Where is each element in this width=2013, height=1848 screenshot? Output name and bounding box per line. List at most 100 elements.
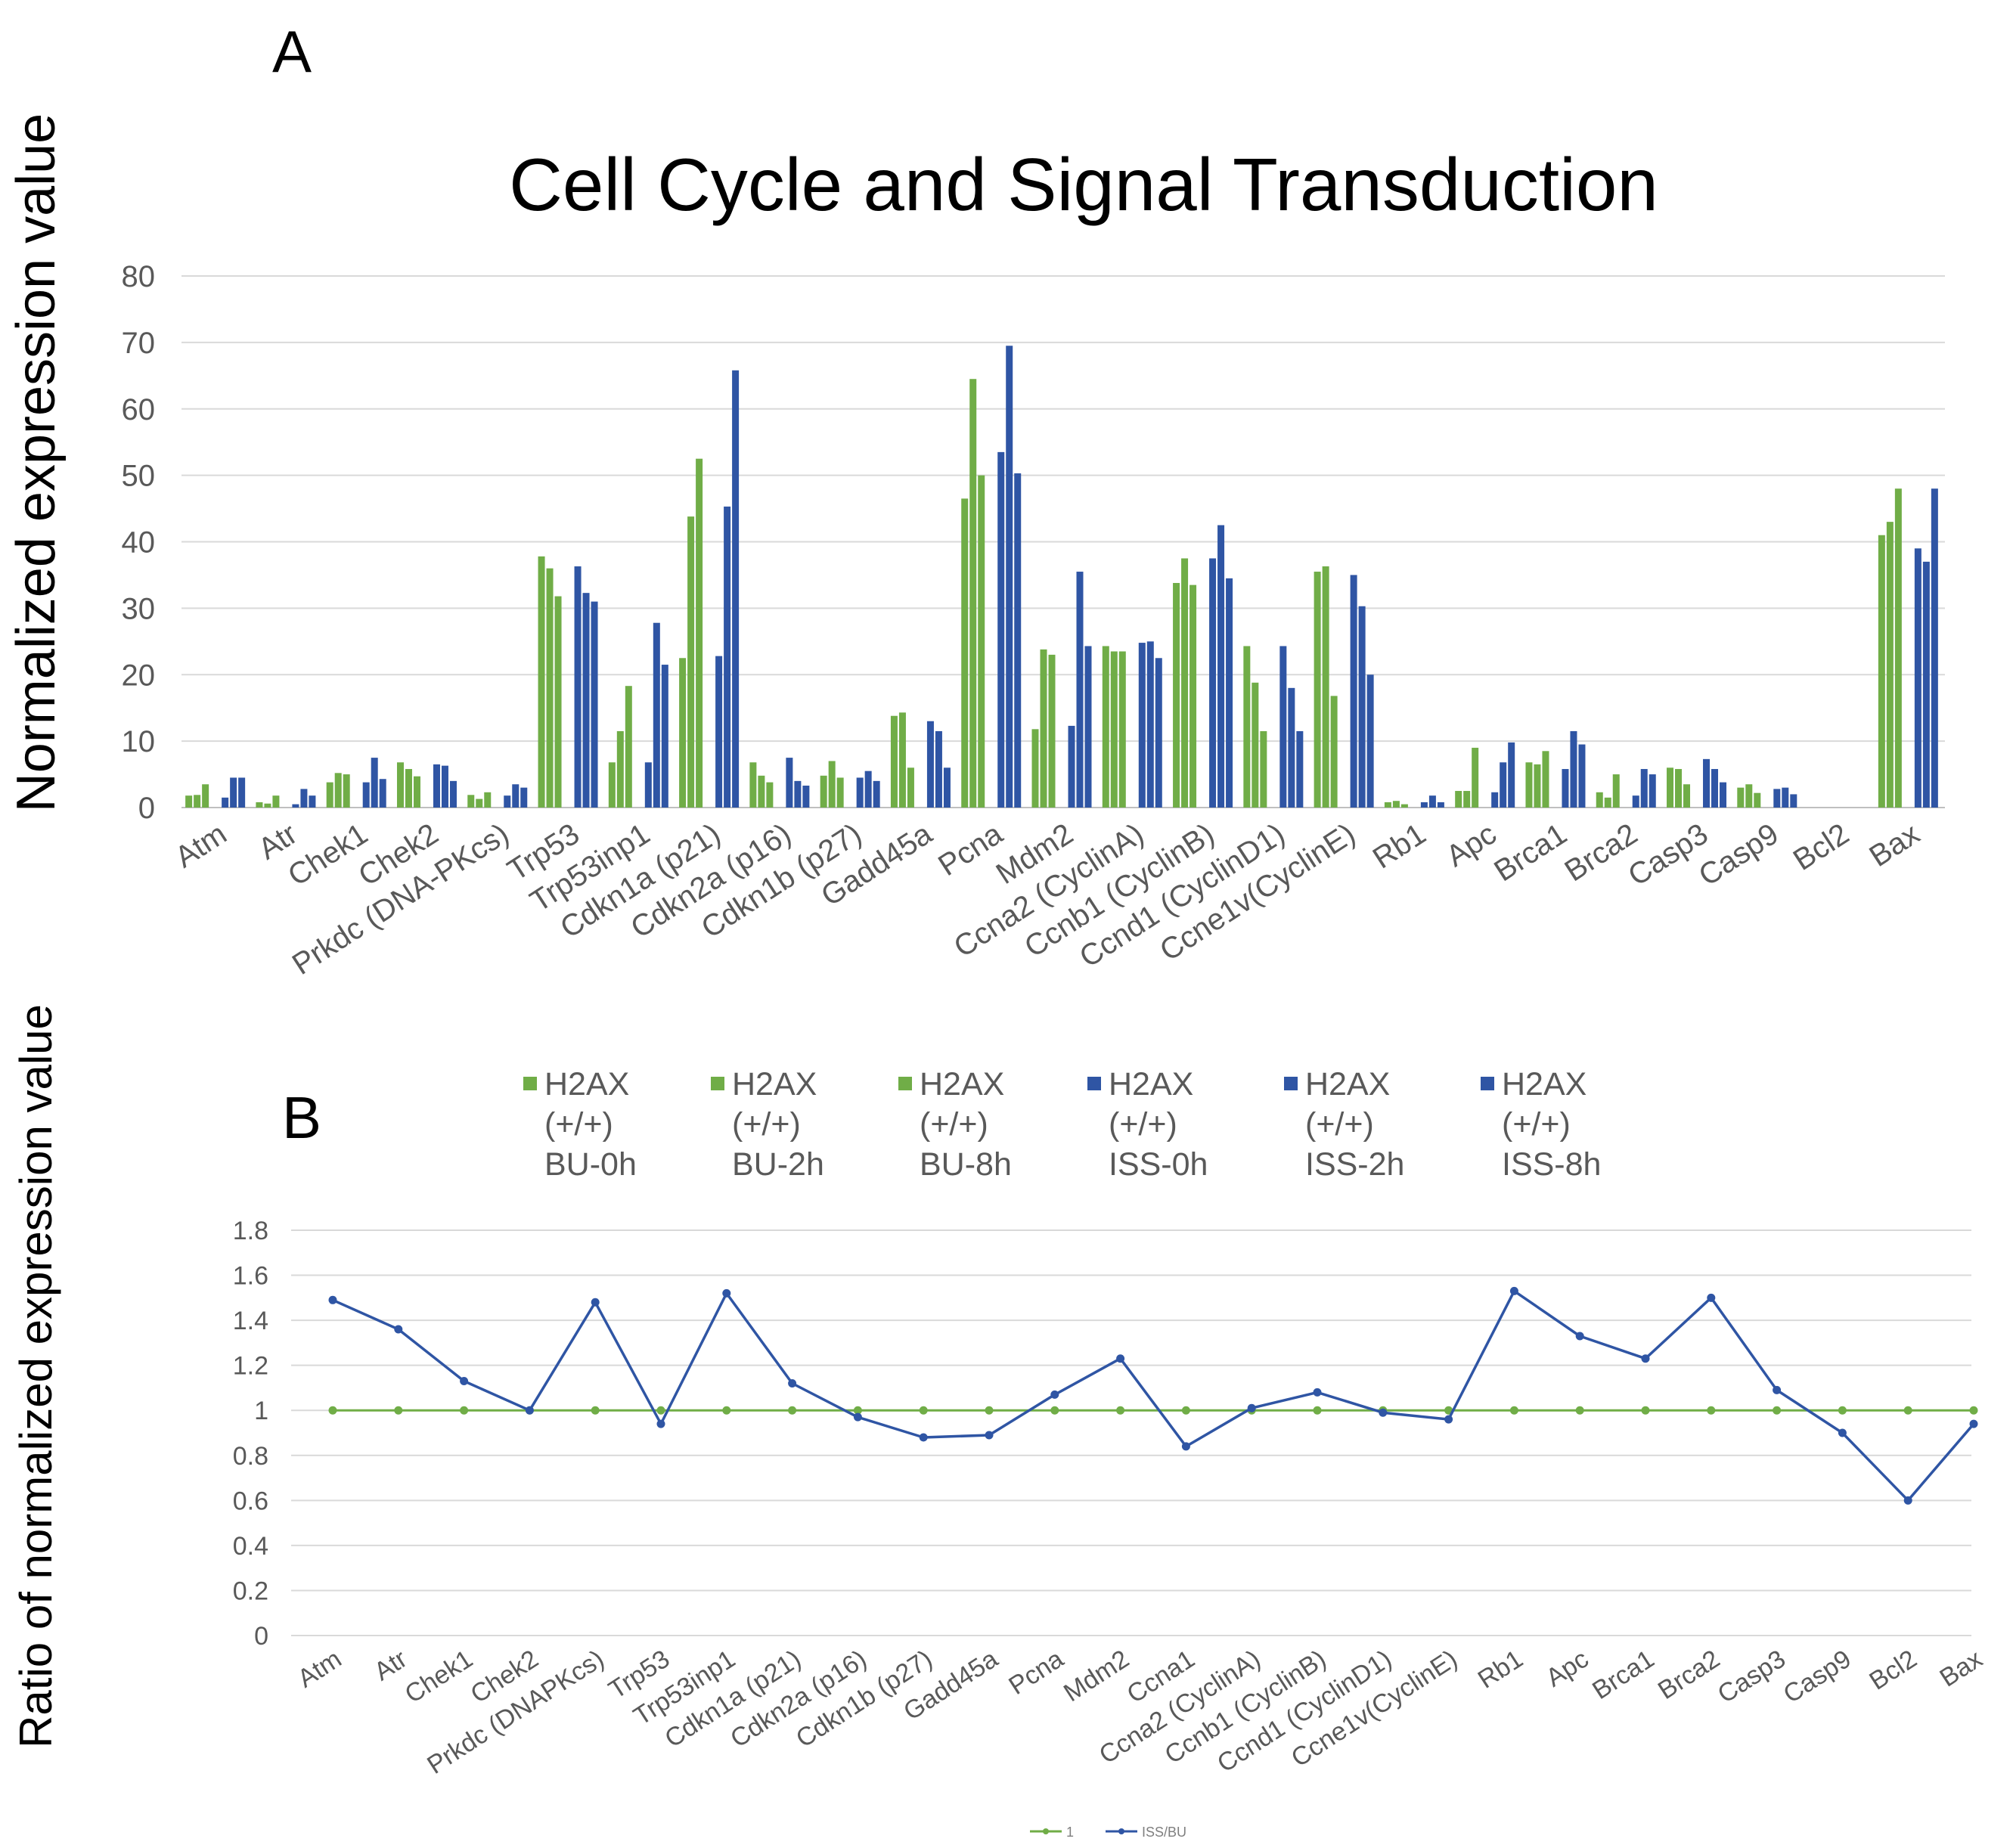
bar-gadd45a-s4 <box>926 721 934 808</box>
bar-trp53inp1-s6 <box>661 665 668 808</box>
legend-b-label-2: ISS/BU <box>1142 1825 1186 1840</box>
bar-brca1-s2 <box>1534 764 1541 808</box>
chart-a-x-tick-label: Chek1 <box>282 817 374 893</box>
series-line-iss-bu <box>332 1289 1975 1502</box>
bar-mdm2-s4 <box>1068 725 1075 808</box>
bar-atr-s2 <box>264 803 271 808</box>
bar-casp3-s1 <box>1667 767 1674 808</box>
bar-brca1-s1 <box>1525 762 1533 808</box>
bar-ccnb1-cyclinb-s3 <box>1190 584 1197 808</box>
bar-rb1-s2 <box>1392 801 1400 808</box>
point-1-casp9 <box>1838 1406 1847 1415</box>
bar-gadd45a-s3 <box>907 767 914 808</box>
bar-rb1-s5 <box>1428 795 1436 808</box>
bar-gadd45a-s6 <box>943 767 951 808</box>
point-iss-bu-atm <box>328 1295 337 1304</box>
bar-chek2-s5 <box>441 765 448 808</box>
legend-a-label-6-line-1: H2AX <box>1502 1066 1587 1102</box>
chart-b-lines <box>328 1286 1978 1505</box>
bar-apc-s6 <box>1508 742 1515 808</box>
bar-ccnb1-cyclinb-s2 <box>1181 558 1189 808</box>
bar-bax-s4 <box>1914 548 1922 808</box>
bar-chek1-s1 <box>326 782 333 808</box>
point-1-bax <box>1969 1406 1978 1415</box>
point-1-cdkn1a-p21 <box>788 1406 797 1415</box>
legend-a-label-5-line-1: H2AX <box>1305 1066 1390 1102</box>
chart-a-title: Cell Cycle and Signal Transduction <box>509 143 1658 226</box>
chart-b-x-tick-label: Casp3 <box>1713 1645 1791 1709</box>
bar-cdkn1b-p27-s2 <box>828 761 836 808</box>
bar-brca2-s2 <box>1604 797 1611 808</box>
chart-a-x-tick-label: Rb1 <box>1367 817 1432 876</box>
chart-b-y-tick-label: 1.4 <box>233 1307 268 1335</box>
bar-pcna-s5 <box>1006 346 1013 808</box>
point-iss-bu-gadd45a <box>985 1431 994 1440</box>
bar-brca2-s4 <box>1632 795 1639 808</box>
point-iss-bu-bax <box>1969 1419 1978 1428</box>
chart-a-y-tick-label: 20 <box>122 659 156 692</box>
bar-casp9-s2 <box>1745 784 1753 808</box>
point-1-prkdc-dnapkcs <box>591 1406 600 1415</box>
legend-b-label-1: 1 <box>1066 1825 1074 1840</box>
bar-chek2-s1 <box>396 762 404 808</box>
chart-a-y-tick-label: 50 <box>122 460 156 493</box>
bar-cdkn1a-p21-s4 <box>715 656 723 808</box>
bar-chek1-s3 <box>343 774 350 808</box>
bar-atm-s1 <box>185 795 193 808</box>
bar-casp9-s5 <box>1782 787 1789 808</box>
bar-ccne1v-cycline-s5 <box>1358 606 1366 808</box>
chart-a-y-tick-label: 30 <box>122 592 156 625</box>
bar-trp53-s5 <box>582 593 590 808</box>
chart-b-x-tick-label: Apc <box>1541 1645 1594 1693</box>
bar-ccna2-cyclina-s3 <box>1118 651 1126 808</box>
bar-bax-s2 <box>1886 522 1894 808</box>
bar-casp9-s6 <box>1790 794 1797 808</box>
point-iss-bu-brca2 <box>1707 1293 1716 1302</box>
bar-chek1-s5 <box>371 758 378 808</box>
chart-a-ylabel: Normalized expression value <box>6 113 67 812</box>
bar-brca2-s3 <box>1612 774 1620 808</box>
bar-pcna-s6 <box>1014 473 1022 808</box>
panel-b-label: B <box>282 1084 321 1151</box>
chart-a-bars <box>185 346 1938 808</box>
point-1-ccna1 <box>1181 1406 1190 1415</box>
bar-cdkn2a-p16-s4 <box>786 758 793 808</box>
bar-cdkn1a-p21-s3 <box>696 458 703 808</box>
bar-casp9-s1 <box>1737 787 1745 808</box>
bar-gadd45a-s5 <box>935 730 942 808</box>
legend-b-marker-2 <box>1118 1828 1124 1834</box>
bar-bax-s6 <box>1931 488 1938 808</box>
point-1-ccnb1-cyclinb <box>1313 1406 1322 1415</box>
bar-ccne1v-cycline-s6 <box>1366 674 1374 808</box>
bar-ccnb1-cyclinb-s4 <box>1209 558 1217 808</box>
chart-b-y-tick-label: 1.8 <box>233 1217 268 1245</box>
bar-cdkn2a-p16-s3 <box>766 782 774 808</box>
bar-cdkn1a-p21-s6 <box>732 370 740 808</box>
point-iss-bu-trp53inp1 <box>722 1288 731 1298</box>
point-1-atr <box>394 1406 403 1415</box>
chart-b-x-tick-label: Atm <box>293 1645 346 1694</box>
chart-b-y-tick-label: 0.6 <box>233 1487 268 1515</box>
chart-a-y-tick-label: 80 <box>122 260 156 293</box>
bar-casp3-s4 <box>1703 758 1711 808</box>
bar-ccnb1-cyclinb-s5 <box>1217 525 1225 808</box>
bar-bax-s3 <box>1894 488 1902 808</box>
bar-chek2-s3 <box>413 776 420 808</box>
point-1-cdkn1b-p27 <box>919 1406 928 1415</box>
bar-rb1-s4 <box>1420 802 1428 808</box>
chart-a-x-tick-label: Atm <box>169 817 233 875</box>
point-iss-bu-mdm2 <box>1116 1354 1125 1363</box>
bar-trp53inp1-s1 <box>608 762 616 808</box>
bar-brca1-s3 <box>1542 751 1549 808</box>
chart-b-x-tick-label: Chek1 <box>400 1645 478 1709</box>
bar-casp9-s4 <box>1773 789 1781 808</box>
bar-ccne1v-cycline-s4 <box>1350 575 1357 808</box>
bar-bax-s5 <box>1922 561 1930 808</box>
point-1-brca1 <box>1641 1406 1650 1415</box>
point-iss-bu-cdkn1b-p27 <box>919 1433 928 1442</box>
bar-chek1-s6 <box>379 779 386 808</box>
bar-chek2-s6 <box>449 780 457 808</box>
bar-trp53-s1 <box>538 556 545 808</box>
chart-a-gridlines <box>181 275 1945 808</box>
bar-cdkn2a-p16-s1 <box>749 762 757 808</box>
